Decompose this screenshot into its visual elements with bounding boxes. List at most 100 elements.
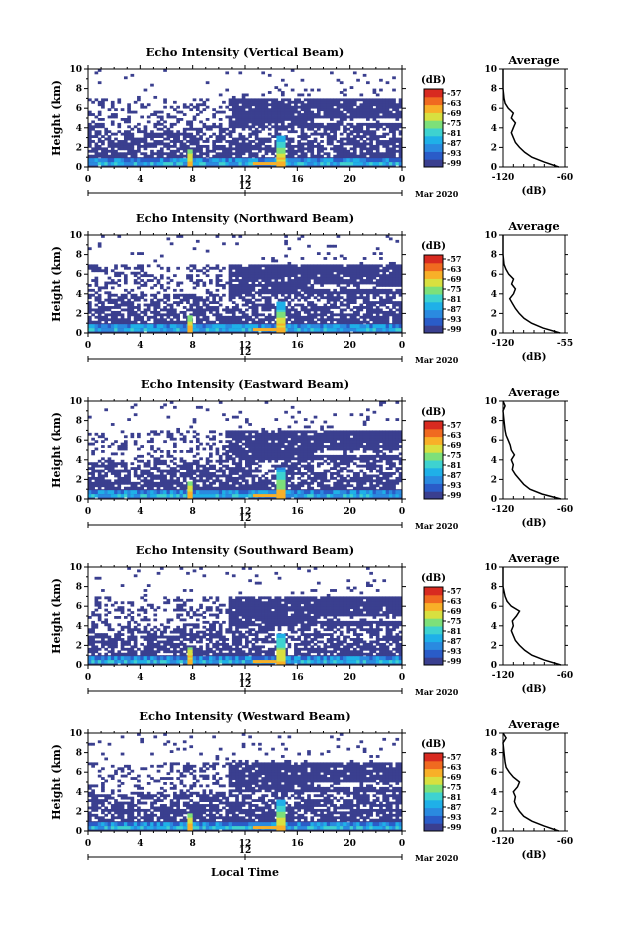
heatmap-cell [356,264,360,268]
heatmap-cell [228,291,233,295]
heatmap-cell [352,320,357,324]
heatmap-cell [369,315,373,319]
heatmap-cell [290,330,295,334]
profile-y-tick-label: 4 [491,290,497,300]
heatmap-cell [241,110,246,114]
heatmap-cell [287,313,292,317]
heatmap-cell [385,301,390,304]
heatmap-cell [189,140,194,143]
heatmap-cell [362,100,367,104]
heatmap-cell [379,122,383,126]
heatmap-cell [300,293,305,297]
heatmap-cell [176,154,180,158]
heatmap-cell [114,264,118,268]
heatmap-cell [238,71,243,75]
heatmap-cell [280,91,285,94]
heatmap-cell [326,310,331,314]
colorbar-swatch [424,151,443,160]
heatmap-cell [258,284,262,287]
heatmap-cell [192,286,197,290]
heatmap-cell [225,330,230,334]
heatmap-cell [382,313,387,317]
heatmap-cell [339,154,344,158]
heatmap-cell [284,110,288,114]
heatmap-cell [218,137,223,141]
heatmap-cell [261,318,266,322]
heatmap-cell [137,252,141,255]
heatmap-cell [182,293,187,297]
heatmap-cell [159,318,164,322]
heatmap-cell [146,132,151,136]
heatmap-cell [297,315,302,319]
heatmap-cell [274,127,279,131]
heatmap-cell [205,158,210,163]
heatmap-cell [192,496,197,500]
heatmap-cell [320,296,324,300]
colorbar-unit: (dB) [421,241,446,252]
heatmap-cell [307,118,311,121]
heatmap-cell [235,137,239,141]
heatmap-cell [294,288,298,292]
heatmap-cell [166,135,171,138]
heatmap-cell [117,284,122,287]
heatmap-cell [218,127,223,131]
heatmap-cell [192,328,197,332]
heatmap-cell [107,486,112,490]
heatmap-cell [88,328,92,332]
heatmap-cell [212,301,216,304]
heatmap-cell [97,324,102,329]
heatmap-cell [326,296,331,300]
heatmap-cell [143,162,148,166]
heatmap-cell [392,281,396,285]
heatmap-cell [222,486,226,490]
heatmap-cell [330,486,334,490]
heatmap-cell [320,324,324,329]
heatmap-cell [267,266,272,270]
heatmap-cell [366,496,370,500]
heatmap-cell [117,324,122,329]
heatmap-cell [114,266,118,270]
heatmap-cell [173,486,177,490]
heatmap-cell [398,293,403,297]
heatmap-cell [379,152,383,156]
heatmap-cell [369,264,373,268]
heatmap-cell [97,100,102,104]
heatmap-cell [150,486,154,490]
heatmap-cell [235,144,239,148]
heatmap-cell [385,328,390,332]
heatmap-cell [300,149,305,153]
heatmap-cell [176,164,180,168]
heatmap-cell [307,122,311,126]
heatmap-cell [231,284,236,287]
heatmap-cell [310,274,315,278]
heatmap-cell [88,110,92,114]
heatmap-cell [140,130,145,134]
heatmap-cell [192,303,197,307]
heatmap-cell [349,115,354,119]
heatmap-cell [231,279,236,282]
heatmap-cell [395,274,400,278]
heatmap-cell [114,301,118,304]
heatmap-cell [362,496,367,500]
heatmap-cell [267,110,272,114]
heatmap-cell [307,98,311,102]
heatmap-cell [143,284,148,287]
heatmap-cell [392,291,396,295]
colorbar-unit: (dB) [421,75,446,86]
heatmap-cell [156,279,161,282]
heatmap-cell [276,323,286,326]
heatmap-cell [346,279,351,282]
heatmap-cell [284,127,288,131]
heatmap-cell [330,281,334,285]
heatmap-cell [225,496,230,500]
heatmap-cell [267,264,272,268]
colorbar-tick-label: -69 [447,274,462,284]
heatmap-cell [372,130,377,134]
heatmap-cell [261,486,266,490]
heatmap-cell [310,154,315,158]
heatmap-cell [271,274,275,278]
heatmap-cell [179,288,184,292]
heatmap-cell [258,140,262,143]
heatmap-cell [343,328,347,332]
heatmap-cell [352,144,357,148]
